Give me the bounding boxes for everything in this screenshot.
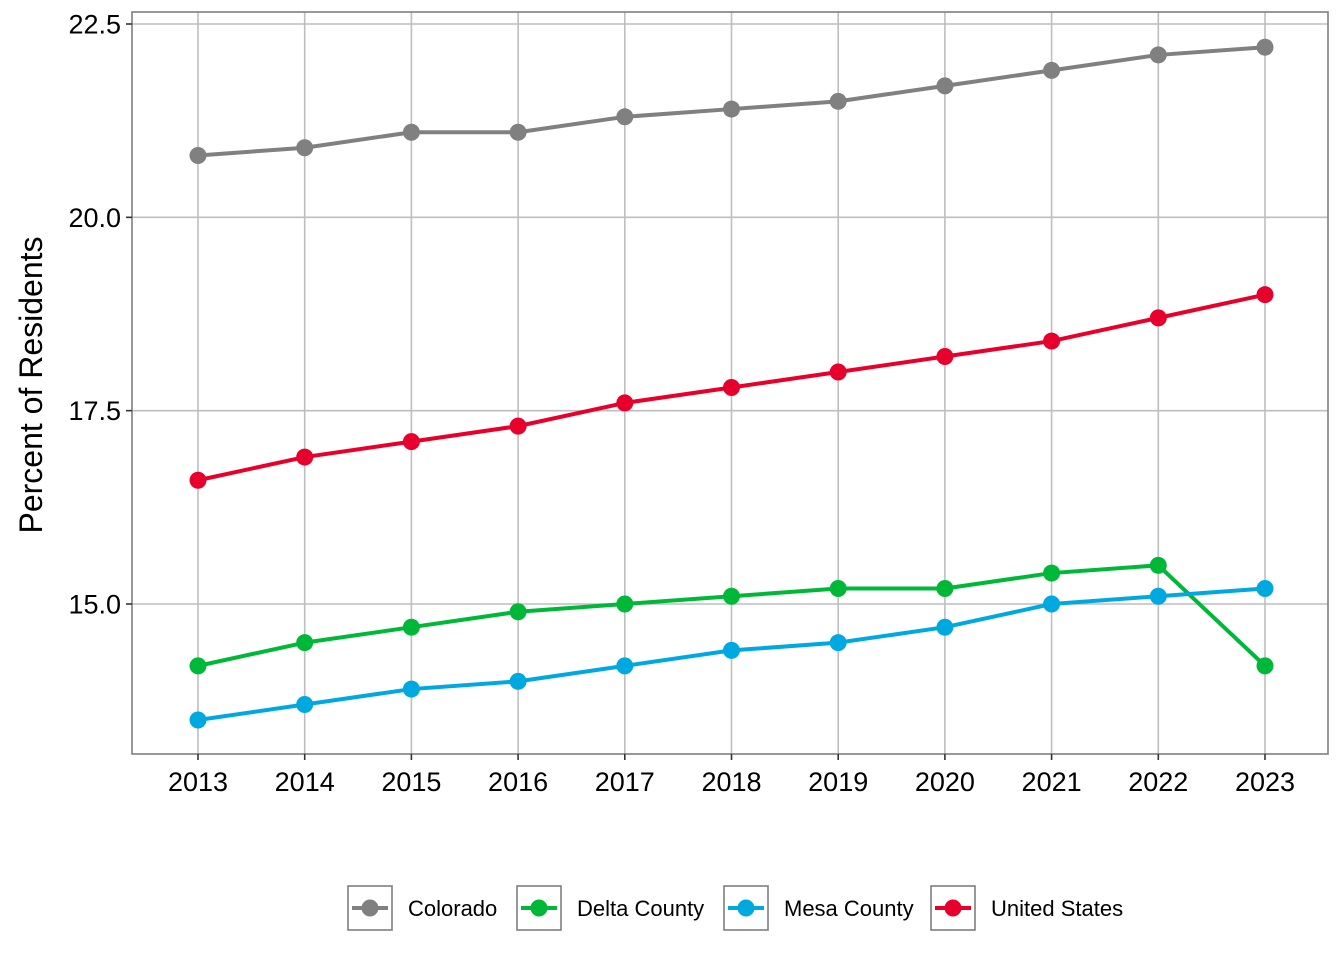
data-point-delta-county [509,603,527,621]
data-point-colorado [936,77,954,95]
legend-key-point [737,899,755,917]
x-tick-label: 2014 [275,767,335,797]
data-point-delta-county [616,595,634,613]
y-tick-label: 22.5 [68,10,121,40]
x-axis: 2013 2014 2015 2016 2017 2018 2019 2020 2021 2022… [168,754,1295,797]
data-point-colorado [189,146,207,164]
data-point-mesa-county [296,696,314,714]
data-point-mesa-county [936,618,954,636]
x-tick-label: 2022 [1128,767,1188,797]
data-point-united-states [1256,286,1274,304]
y-axis-title: Percent of Residents [13,236,49,533]
data-point-mesa-county [1149,587,1167,605]
y-axis: 15.0 17.5 20.0 22.5 [68,10,132,620]
legend-label: Delta County [577,896,704,921]
legend-label: Colorado [408,896,497,921]
x-tick-label: 2017 [595,767,655,797]
data-point-united-states [829,363,847,381]
series-delta-county [189,556,1274,675]
data-point-delta-county [936,580,954,598]
data-point-colorado [296,139,314,157]
series-colorado [189,38,1274,164]
data-point-delta-county [296,634,314,652]
data-point-mesa-county [1256,580,1274,598]
data-point-mesa-county [723,641,740,659]
legend-item-united-states: United States [930,885,1123,931]
series-layer [189,38,1274,729]
series-mesa-county [189,580,1274,729]
legend: Colorado Delta County Mesa County United St… [347,885,1123,931]
data-point-mesa-county [829,634,847,652]
plot-panel-border [131,11,1329,755]
data-point-delta-county [402,618,420,636]
series-united-states [189,286,1274,489]
legend-label: United States [991,896,1123,921]
data-point-delta-county [1149,556,1167,574]
x-tick-label: 2018 [701,767,761,797]
data-point-united-states [723,378,740,396]
data-point-delta-county [1043,564,1061,582]
legend-item-colorado: Colorado [347,885,497,931]
data-point-united-states [189,471,207,489]
data-point-united-states [509,417,527,435]
data-point-colorado [1256,38,1274,56]
data-point-delta-county [723,587,740,605]
x-tick-label: 2020 [915,767,975,797]
data-point-mesa-county [1043,595,1061,613]
data-point-colorado [829,92,847,110]
y-tick-label: 20.0 [68,203,121,233]
data-point-united-states [296,448,314,466]
legend-key-point [361,899,379,917]
legend-key-point [944,899,962,917]
data-point-colorado [616,108,634,126]
legend-key-point [530,899,548,917]
data-point-mesa-county [402,680,420,698]
data-point-colorado [402,123,420,141]
data-point-united-states [1043,332,1061,350]
legend-item-delta-county: Delta County [516,885,704,931]
legend-item-mesa-county: Mesa County [723,885,914,931]
data-point-united-states [1149,309,1167,327]
grid-lines [132,12,1328,754]
data-point-colorado [1043,61,1061,79]
data-point-colorado [1149,46,1167,64]
x-tick-label: 2019 [808,767,868,797]
data-point-mesa-county [616,657,634,675]
data-point-delta-county [1256,657,1274,675]
data-point-colorado [509,123,527,141]
x-tick-label: 2023 [1235,767,1295,797]
data-point-delta-county [829,580,847,598]
data-point-united-states [936,348,954,366]
x-tick-label: 2013 [168,767,228,797]
data-point-delta-county [189,657,207,675]
x-tick-label: 2015 [381,767,441,797]
data-point-mesa-county [509,672,527,690]
y-tick-label: 17.5 [68,396,121,426]
x-tick-label: 2016 [488,767,548,797]
data-point-colorado [723,100,740,118]
x-tick-label: 2021 [1022,767,1082,797]
data-point-united-states [616,394,634,412]
data-point-mesa-county [189,711,207,729]
y-tick-label: 15.0 [68,590,121,620]
data-point-united-states [402,433,420,451]
legend-label: Mesa County [784,896,914,921]
